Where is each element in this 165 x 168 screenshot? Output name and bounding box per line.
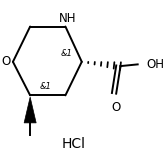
Polygon shape [24,97,36,123]
Text: O: O [112,101,121,114]
Text: OH: OH [146,58,164,71]
Text: &1: &1 [60,49,72,58]
Text: NH: NH [58,12,76,25]
Text: &1: &1 [40,82,52,91]
Text: O: O [1,55,11,68]
Text: HCl: HCl [61,137,85,151]
